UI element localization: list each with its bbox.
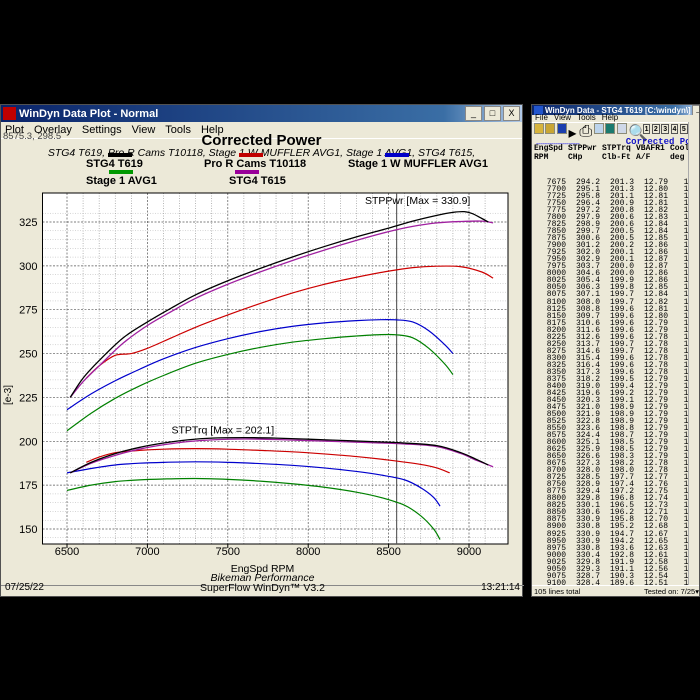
svg-text:200: 200: [19, 436, 37, 448]
svg-text:150: 150: [19, 524, 37, 536]
svg-text:300: 300: [19, 261, 37, 273]
svg-text:175: 175: [19, 480, 37, 492]
svg-text:STPTrq [Max = 202.1]: STPTrq [Max = 202.1]: [172, 425, 275, 437]
svg-text:250: 250: [19, 349, 37, 361]
svg-text:9000: 9000: [457, 546, 481, 558]
svg-text:8500: 8500: [376, 546, 400, 558]
svg-text:275: 275: [19, 305, 37, 317]
svg-text:8000: 8000: [296, 546, 320, 558]
svg-text:225: 225: [19, 392, 37, 404]
svg-text:6500: 6500: [55, 546, 79, 558]
svg-text:325: 325: [19, 217, 37, 229]
svg-text:7000: 7000: [135, 546, 159, 558]
svg-text:7500: 7500: [216, 546, 240, 558]
svg-text:STPPwr [Max = 330.9]: STPPwr [Max = 330.9]: [365, 195, 470, 207]
